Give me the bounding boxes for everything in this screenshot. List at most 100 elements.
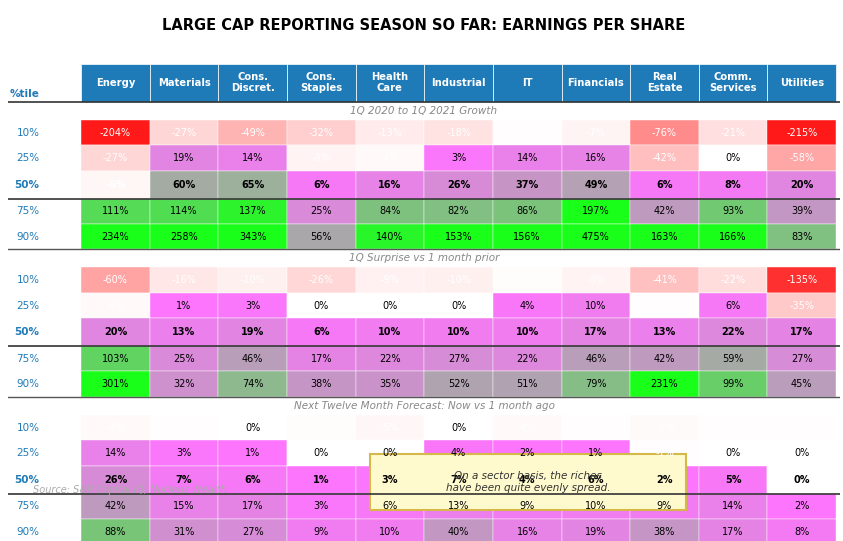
Bar — [356, 293, 424, 318]
Text: 26%: 26% — [447, 180, 470, 189]
Text: 25%: 25% — [16, 153, 40, 163]
Text: 22%: 22% — [379, 354, 400, 364]
Text: 2%: 2% — [519, 448, 535, 458]
Bar — [81, 466, 150, 494]
Bar — [287, 466, 356, 494]
Text: 8%: 8% — [725, 180, 742, 189]
Bar — [699, 372, 767, 397]
Text: 10%: 10% — [516, 327, 539, 337]
Text: 82%: 82% — [448, 206, 470, 216]
Text: 17%: 17% — [722, 527, 744, 537]
Bar — [218, 267, 287, 293]
Text: 20%: 20% — [790, 180, 813, 189]
Text: 90%: 90% — [17, 232, 40, 242]
Bar — [356, 120, 424, 146]
Bar — [767, 346, 836, 372]
Text: 90%: 90% — [17, 379, 40, 389]
Text: 27%: 27% — [242, 527, 264, 537]
Bar — [767, 199, 836, 224]
Bar — [493, 494, 561, 519]
Text: 10%: 10% — [585, 301, 606, 311]
Bar — [356, 224, 424, 249]
Bar — [287, 224, 356, 249]
Bar — [150, 293, 218, 318]
Bar — [561, 267, 631, 293]
Text: -4%: -4% — [380, 153, 400, 163]
Bar — [287, 120, 356, 146]
Text: 15%: 15% — [174, 502, 195, 511]
Bar — [150, 199, 218, 224]
Bar — [561, 415, 631, 440]
Text: 27%: 27% — [448, 354, 470, 364]
Bar — [699, 346, 767, 372]
Text: Comm.
Services: Comm. Services — [709, 72, 757, 94]
Text: 10%: 10% — [17, 128, 40, 137]
Bar — [493, 346, 561, 372]
Text: 6%: 6% — [244, 474, 261, 485]
Text: -4%: -4% — [106, 301, 125, 311]
Text: 90%: 90% — [17, 527, 40, 537]
Bar — [493, 64, 561, 102]
Bar — [150, 440, 218, 466]
Text: Energy: Energy — [96, 78, 135, 88]
Text: -26%: -26% — [309, 275, 334, 285]
Text: 99%: 99% — [722, 379, 744, 389]
Bar — [699, 120, 767, 146]
Bar — [287, 346, 356, 372]
Text: 4%: 4% — [519, 474, 535, 485]
Bar — [287, 372, 356, 397]
Text: -1%: -1% — [175, 423, 193, 433]
Bar — [493, 293, 561, 318]
Bar — [81, 120, 150, 146]
Bar — [493, 120, 561, 146]
Bar — [150, 372, 218, 397]
Text: 10%: 10% — [17, 275, 40, 285]
Text: 7%: 7% — [450, 474, 467, 485]
Bar — [287, 519, 356, 541]
Bar — [424, 494, 493, 519]
Bar — [631, 466, 699, 494]
Bar — [767, 224, 836, 249]
Text: 0%: 0% — [314, 301, 329, 311]
Text: 7%: 7% — [176, 474, 192, 485]
Bar — [699, 440, 767, 466]
Bar — [767, 146, 836, 170]
Text: 75%: 75% — [16, 354, 40, 364]
Bar — [81, 267, 150, 293]
Text: LARGE CAP REPORTING SEASON SO FAR: EARNINGS PER SHARE: LARGE CAP REPORTING SEASON SO FAR: EARNI… — [163, 18, 685, 33]
Bar — [767, 440, 836, 466]
Text: Next Twelve Month Forecast: Now vs 1 month ago: Next Twelve Month Forecast: Now vs 1 mon… — [293, 401, 555, 411]
Text: 17%: 17% — [242, 502, 263, 511]
Bar — [356, 170, 424, 199]
Text: -21%: -21% — [721, 128, 745, 137]
Text: 46%: 46% — [242, 354, 263, 364]
Bar — [81, 64, 150, 102]
Text: 17%: 17% — [790, 327, 813, 337]
Bar — [424, 120, 493, 146]
Text: 22%: 22% — [517, 354, 538, 364]
Bar — [767, 372, 836, 397]
Text: -7%: -7% — [587, 128, 605, 137]
Bar — [356, 146, 424, 170]
Text: 301%: 301% — [102, 379, 129, 389]
Bar — [767, 466, 836, 494]
Text: 0%: 0% — [451, 423, 466, 433]
Text: -41%: -41% — [652, 275, 677, 285]
Bar — [631, 146, 699, 170]
Text: 10%: 10% — [447, 327, 470, 337]
Bar — [81, 346, 150, 372]
Bar — [424, 440, 493, 466]
Bar — [631, 519, 699, 541]
Text: 140%: 140% — [376, 232, 404, 242]
Text: 75%: 75% — [16, 502, 40, 511]
Text: -27%: -27% — [171, 128, 196, 137]
Text: -76%: -76% — [652, 128, 677, 137]
Text: 1Q 2020 to 1Q 2021 Growth: 1Q 2020 to 1Q 2021 Growth — [351, 106, 497, 116]
Text: -35%: -35% — [789, 301, 814, 311]
Text: 88%: 88% — [105, 527, 126, 537]
Bar — [81, 318, 150, 346]
Text: 14%: 14% — [242, 153, 263, 163]
Text: 9%: 9% — [314, 527, 329, 537]
Bar — [218, 318, 287, 346]
Bar — [150, 120, 218, 146]
